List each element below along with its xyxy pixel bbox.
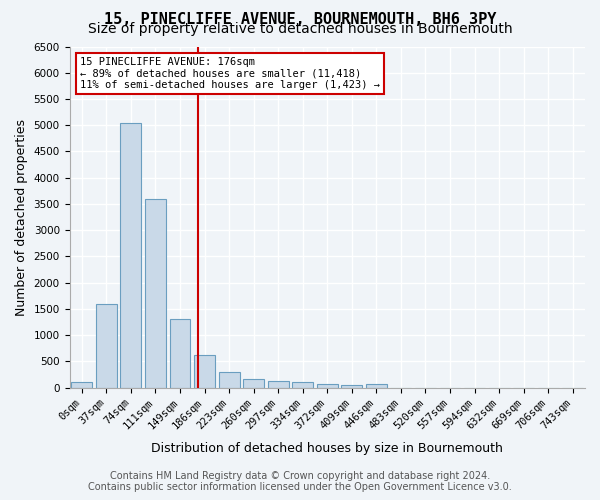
Bar — [317, 384, 338, 388]
Bar — [170, 320, 190, 388]
Bar — [121, 122, 142, 388]
Bar — [218, 372, 239, 388]
Bar — [243, 379, 264, 388]
Text: Contains HM Land Registry data © Crown copyright and database right 2024.
Contai: Contains HM Land Registry data © Crown c… — [88, 471, 512, 492]
Text: Size of property relative to detached houses in Bournemouth: Size of property relative to detached ho… — [88, 22, 512, 36]
Bar — [71, 382, 92, 388]
Bar — [341, 386, 362, 388]
Bar — [194, 355, 215, 388]
Text: 15 PINECLIFFE AVENUE: 176sqm
← 89% of detached houses are smaller (11,418)
11% o: 15 PINECLIFFE AVENUE: 176sqm ← 89% of de… — [80, 56, 380, 90]
X-axis label: Distribution of detached houses by size in Bournemouth: Distribution of detached houses by size … — [151, 442, 503, 455]
Y-axis label: Number of detached properties: Number of detached properties — [15, 118, 28, 316]
Bar — [96, 304, 117, 388]
Bar — [292, 382, 313, 388]
Bar — [145, 198, 166, 388]
Bar — [366, 384, 387, 388]
Bar — [268, 381, 289, 388]
Text: 15, PINECLIFFE AVENUE, BOURNEMOUTH, BH6 3PY: 15, PINECLIFFE AVENUE, BOURNEMOUTH, BH6 … — [104, 12, 496, 28]
